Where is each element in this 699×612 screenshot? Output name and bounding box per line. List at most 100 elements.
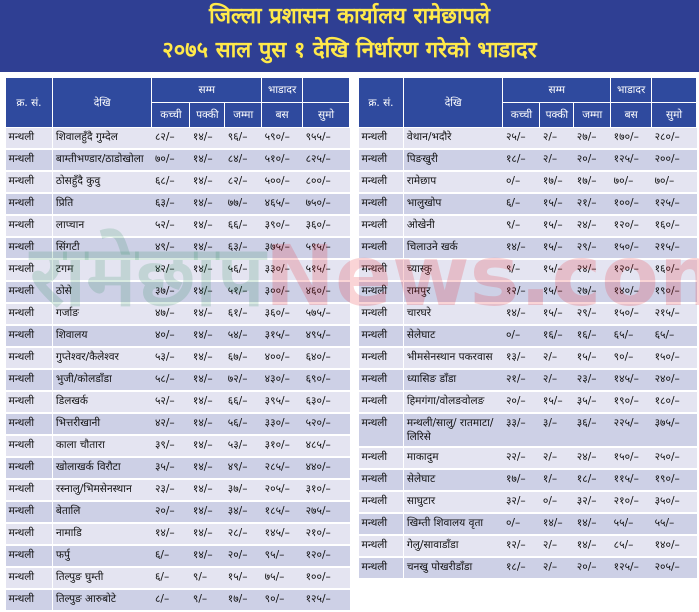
header-to: सम्म (502, 77, 612, 103)
cell-origin: मन्थली (358, 469, 404, 492)
cell-pakki: १४/– (189, 303, 225, 326)
header-bus: बस (610, 102, 653, 128)
cell-kachchi: ३७/– (151, 281, 190, 304)
header-sumo: सुमो (302, 102, 350, 128)
cell-origin: मन्थली (5, 589, 53, 612)
cell-pakki: १४/– (189, 413, 225, 436)
header-bus: बस (261, 102, 304, 128)
cell-origin: मन्थली (358, 303, 404, 326)
cell-sumo-fare: १९०/– (651, 281, 697, 304)
cell-jamma: १५/– (224, 567, 262, 590)
cell-kachchi: ३२/– (502, 491, 540, 514)
cell-pakki: १४/– (189, 325, 225, 348)
cell-kachchi: २०/– (502, 391, 540, 414)
header-from: देखि (402, 77, 504, 128)
table-row: मन्थली ठोसे ३७/– १४/– ५१/– ३००/– ४६०/– (5, 281, 350, 304)
cell-sumo-fare: २००/– (651, 149, 697, 172)
cell-destination: च्यास्कु (403, 259, 503, 282)
cell-kachchi: ६/– (151, 545, 190, 568)
cell-sumo-fare: १४०/– (651, 535, 697, 558)
cell-origin: मन्थली (358, 535, 404, 558)
cell-sumo-fare: १२५/– (651, 193, 697, 216)
cell-origin: मन्थली (358, 557, 404, 580)
cell-jamma: १५/– (573, 347, 611, 370)
cell-destination: पिङखुरी (403, 149, 503, 172)
cell-bus-fare: ५००/– (261, 171, 303, 194)
cell-pakki: १४/– (189, 391, 225, 414)
cell-sumo-fare: ४९५/– (302, 325, 350, 348)
cell-origin: मन्थली (5, 325, 53, 348)
cell-jamma: ३५/– (573, 391, 611, 414)
cell-pakki: २/– (539, 127, 574, 150)
cell-bus-fare: १४५/– (261, 523, 303, 546)
cell-origin: मन्थली (5, 545, 53, 568)
cell-origin: मन्थली (5, 435, 53, 458)
cell-destination: चारघरे (403, 303, 503, 326)
cell-jamma: २४/– (573, 215, 611, 238)
cell-destination: बेतालि (52, 501, 152, 524)
cell-pakki: २/– (539, 347, 574, 370)
cell-kachchi: १८/– (502, 557, 540, 580)
cell-destination: चनखु पोखरीडाँडा (403, 557, 503, 580)
cell-origin: मन्थली (358, 347, 404, 370)
cell-kachchi: १३/– (502, 347, 540, 370)
cell-origin: मन्थली (5, 127, 53, 150)
cell-kachchi: ३९/– (151, 435, 190, 458)
cell-jamma: २०/– (573, 557, 611, 580)
table-row: मन्थली तिल्पुङ घुम्ती ६/– ९/– १५/– ७५/– १००/– (5, 567, 350, 590)
cell-jamma: ३७/– (224, 479, 262, 502)
cell-bus-fare: १२०/– (610, 259, 652, 282)
cell-jamma: ६३/– (224, 237, 262, 260)
cell-sumo-fare: १६०/– (651, 259, 697, 282)
cell-sumo-fare: ४८५/– (302, 435, 350, 458)
cell-bus-fare: ९०/– (261, 589, 303, 612)
cell-bus-fare: १७०/– (610, 127, 652, 150)
cell-kachchi: १७/– (502, 469, 540, 492)
cell-destination: गर्जाङ (52, 303, 152, 326)
cell-kachchi: ५२/– (151, 391, 190, 414)
cell-sumo-fare: ६९०/– (302, 369, 350, 392)
cell-sumo-fare: ३७५/– (651, 413, 697, 448)
cell-sumo-fare: ६३०/– (302, 391, 350, 414)
table-row: मन्थली ध्यासिङ डाँडा २१/– २/– २३/– १४५/– २४०/– (358, 369, 697, 392)
cell-jamma: ५१/– (224, 281, 262, 304)
cell-pakki: १४/– (189, 149, 225, 172)
cell-jamma: १८/– (573, 469, 611, 492)
cell-origin: मन्थली (358, 259, 404, 282)
cell-origin: मन्थली (5, 237, 53, 260)
table-row: मन्थली तिल्पुङ आरुबोटे ८/– ९/– १७/– ९०/– १२५/– (5, 589, 350, 612)
cell-pakki: १४/– (189, 215, 225, 238)
cell-sumo-fare: १८०/– (651, 391, 697, 414)
cell-jamma: ८२/– (224, 171, 262, 194)
cell-sumo-fare: ८००/– (302, 171, 350, 194)
header-serial: क्र. सं. (358, 77, 404, 128)
cell-jamma: ७२/– (224, 369, 262, 392)
cell-jamma: २४/– (573, 447, 611, 470)
table-row: मन्थली प्रिति ६३/– १४/– ७७/– ४६५/– ७५०/– (5, 193, 350, 216)
cell-kachchi: ८२/– (151, 127, 190, 150)
cell-kachchi: ०/– (502, 513, 540, 536)
table-row: मन्थली सेलेघाट १७/– १/– १८/– ११५/– १९०/– (358, 469, 697, 492)
cell-jamma: ५४/– (224, 325, 262, 348)
cell-kachchi: ६/– (151, 567, 190, 590)
cell-kachchi: ०/– (502, 171, 540, 194)
cell-bus-fare: ३९०/– (261, 215, 303, 238)
cell-origin: मन्थली (5, 193, 53, 216)
cell-destination: काला चौतारा (52, 435, 152, 458)
cell-kachchi: २३/– (151, 479, 190, 502)
cell-jamma: ९६/– (224, 127, 262, 150)
header-pakki: पक्की (189, 102, 226, 128)
cell-bus-fare: ६५/– (610, 325, 652, 348)
cell-jamma: २०/– (224, 545, 262, 568)
table-row: मन्थली च्यास्कु ९/– १५/– २४/– १२०/– १६०/– (358, 259, 697, 282)
cell-jamma: ३२/– (573, 491, 611, 514)
cell-sumo-fare: २०५/– (651, 557, 697, 580)
fare-table-left: क्र. सं. देखि सम्म भाडादर कच्ची पक्की जम्मा बस स… (5, 77, 350, 612)
cell-sumo-fare: १६०/– (651, 215, 697, 238)
cell-kachchi: १२/– (502, 281, 540, 304)
cell-jamma: ३६/– (573, 413, 611, 448)
table-row: मन्थली भालुखोप ६/– १५/– २१/– १००/– १२५/– (358, 193, 697, 216)
cell-kachchi: १२/– (502, 535, 540, 558)
cell-sumo-fare: ४४०/– (302, 457, 350, 480)
fare-table-right: क्र. सं. देखि सम्म भाडादर कच्ची पक्की जम्मा बस स… (358, 77, 697, 580)
